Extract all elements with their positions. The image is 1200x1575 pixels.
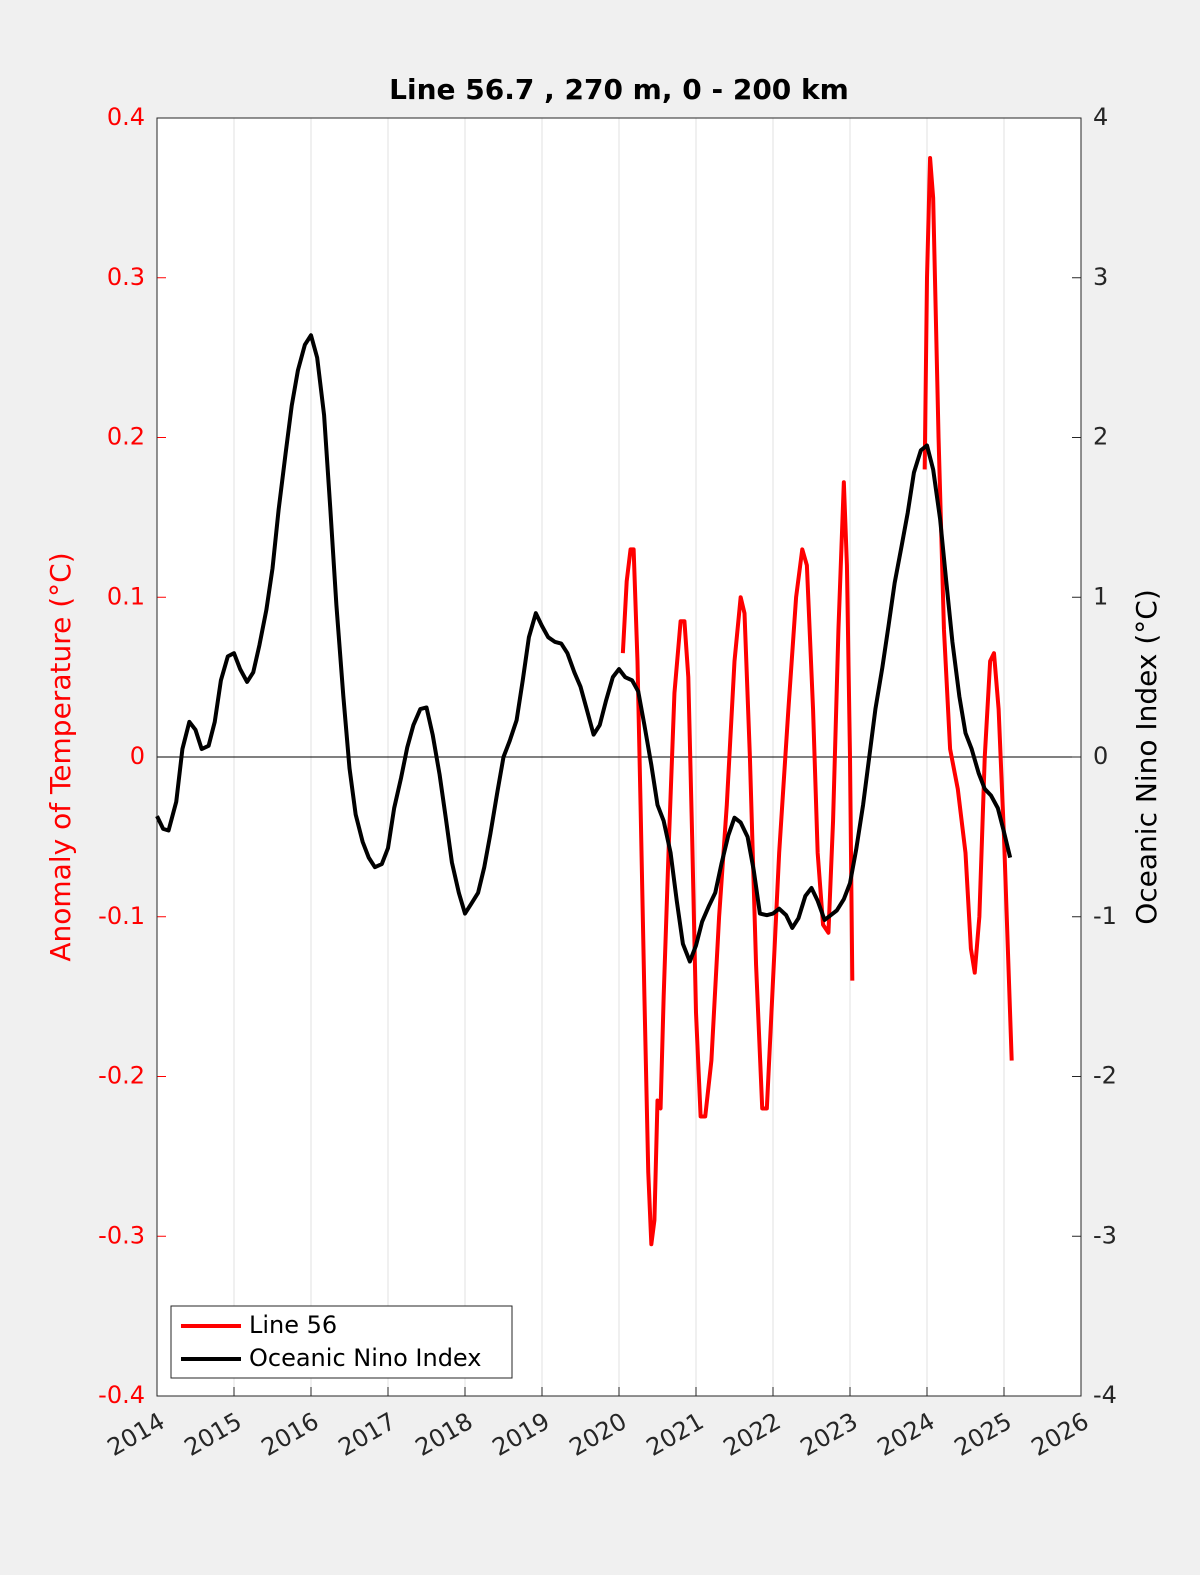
y2-tick-label: 3 — [1093, 263, 1108, 291]
y2-tick-label: -4 — [1093, 1381, 1117, 1409]
legend-box — [170, 1305, 513, 1379]
y-axis-label: Anomaly of Temperature (°C) — [44, 552, 77, 961]
y-tick-label: -0.2 — [98, 1062, 145, 1090]
chart-title: Line 56.7 , 270 m, 0 - 200 km — [389, 73, 849, 106]
y-tick-label: 0.4 — [107, 103, 145, 131]
y-tick-label: -0.4 — [98, 1381, 145, 1409]
y2-tick-label: 4 — [1093, 103, 1108, 131]
y2-tick-label: -3 — [1093, 1221, 1117, 1249]
y-tick-label: 0 — [130, 742, 145, 770]
legend-label: Oceanic Nino Index — [249, 1344, 481, 1372]
y-tick-label: 0.3 — [107, 263, 145, 291]
y-tick-label: -0.1 — [98, 902, 145, 930]
y2-tick-label: -1 — [1093, 902, 1117, 930]
y-tick-label: 0.1 — [107, 582, 145, 610]
y2-tick-label: -2 — [1093, 1062, 1117, 1090]
y2-tick-label: 2 — [1093, 423, 1108, 451]
y2-tick-label: 0 — [1093, 742, 1108, 770]
y-tick-label: -0.3 — [98, 1221, 145, 1249]
legend-label: Line 56 — [249, 1311, 337, 1339]
y2-tick-label: 1 — [1093, 582, 1108, 610]
y2-axis-label: Oceanic Nino Index (°C) — [1130, 589, 1163, 925]
y-tick-label: 0.2 — [107, 423, 145, 451]
plot-frame — [156, 117, 1082, 1397]
series-line — [155, 333, 1013, 964]
